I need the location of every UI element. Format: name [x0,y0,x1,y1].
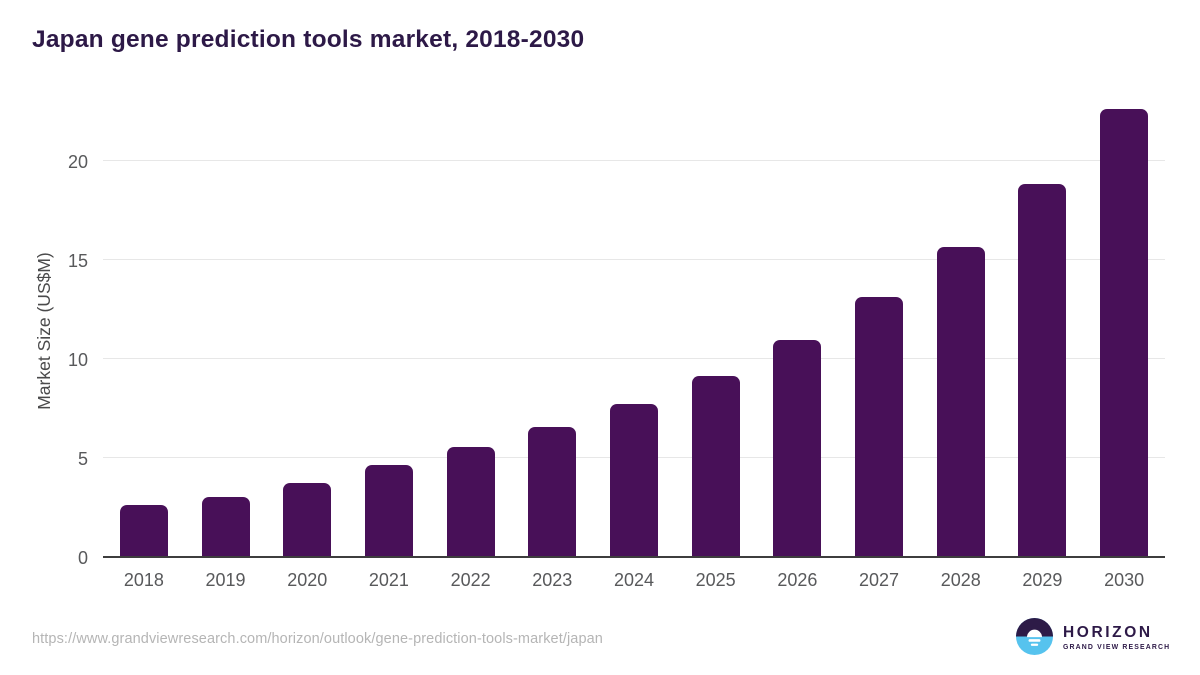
bar-slot-2028 [920,100,1002,556]
source-url-text: https://www.grandviewresearch.com/horizo… [32,631,603,647]
x-tick-label-2018: 2018 [123,570,164,590]
y-tick-label-0: 0 [77,548,88,568]
bar-2020[interactable] [283,482,332,556]
bar-2030[interactable] [1100,108,1149,556]
y-tick-label-20: 20 [67,152,88,172]
logo-text-block: HORIZON GRAND VIEW RESEARCH [1063,622,1170,651]
x-tick-label-2029: 2029 [1022,570,1063,590]
bar-2025[interactable] [691,375,740,556]
bar-2029[interactable] [1018,183,1067,556]
bar-slot-2026 [757,100,839,556]
bar-2019[interactable] [201,496,250,556]
y-tick-label-10: 10 [67,350,88,370]
bar-slot-2022 [430,100,512,556]
bar-2028[interactable] [936,247,985,556]
x-tick-label-2023: 2023 [532,570,573,590]
x-tick-label-2019: 2019 [205,570,246,590]
bar-slot-2029 [1002,100,1084,556]
bar-slot-2019 [185,100,267,556]
x-tick-label-2030: 2030 [1104,570,1145,590]
chart-title: Japan gene prediction tools market, 2018… [32,26,585,53]
bar-slot-2018 [103,100,185,556]
x-tick-label-2027: 2027 [859,570,900,590]
bar-slot-2024 [593,100,675,556]
bar-2023[interactable] [528,427,577,556]
x-tick-label-2024: 2024 [613,570,654,590]
bar-2027[interactable] [855,296,904,556]
gridline-y-20 [103,160,1165,161]
horizon-logo: HORIZON GRAND VIEW RESEARCH [1016,618,1170,655]
gridline-y-10 [103,358,1165,359]
x-tick-label-2026: 2026 [777,570,818,590]
bars-container [103,100,1165,556]
bar-2022[interactable] [446,447,495,556]
y-tick-label-15: 15 [67,251,88,271]
bar-2021[interactable] [364,464,413,556]
bar-slot-2025 [675,100,757,556]
bar-slot-2021 [348,100,430,556]
plot-area [103,100,1165,558]
logo-tagline-text: GRAND VIEW RESEARCH [1063,644,1171,651]
horizon-sunset-icon [1016,618,1053,655]
gridline-y-15 [103,259,1165,260]
bar-2026[interactable] [773,340,822,556]
bar-2018[interactable] [119,504,168,556]
x-tick-label-2028: 2028 [940,570,981,590]
x-tick-label-2021: 2021 [368,570,409,590]
bar-slot-2023 [511,100,593,556]
bar-slot-2020 [266,100,348,556]
bar-slot-2027 [838,100,920,556]
y-tick-label-5: 5 [77,449,88,469]
x-tick-label-2025: 2025 [695,570,736,590]
bar-slot-2030 [1083,100,1165,556]
bar-2024[interactable] [609,403,658,556]
logo-brand-text: HORIZON [1063,624,1153,641]
x-axis-labels: 2018 2019 2020 2021 2022 2023 2024 2025 2026 2027… [103,570,1165,591]
x-tick-label-2022: 2022 [450,570,491,590]
x-tick-label-2020: 2020 [287,570,328,590]
